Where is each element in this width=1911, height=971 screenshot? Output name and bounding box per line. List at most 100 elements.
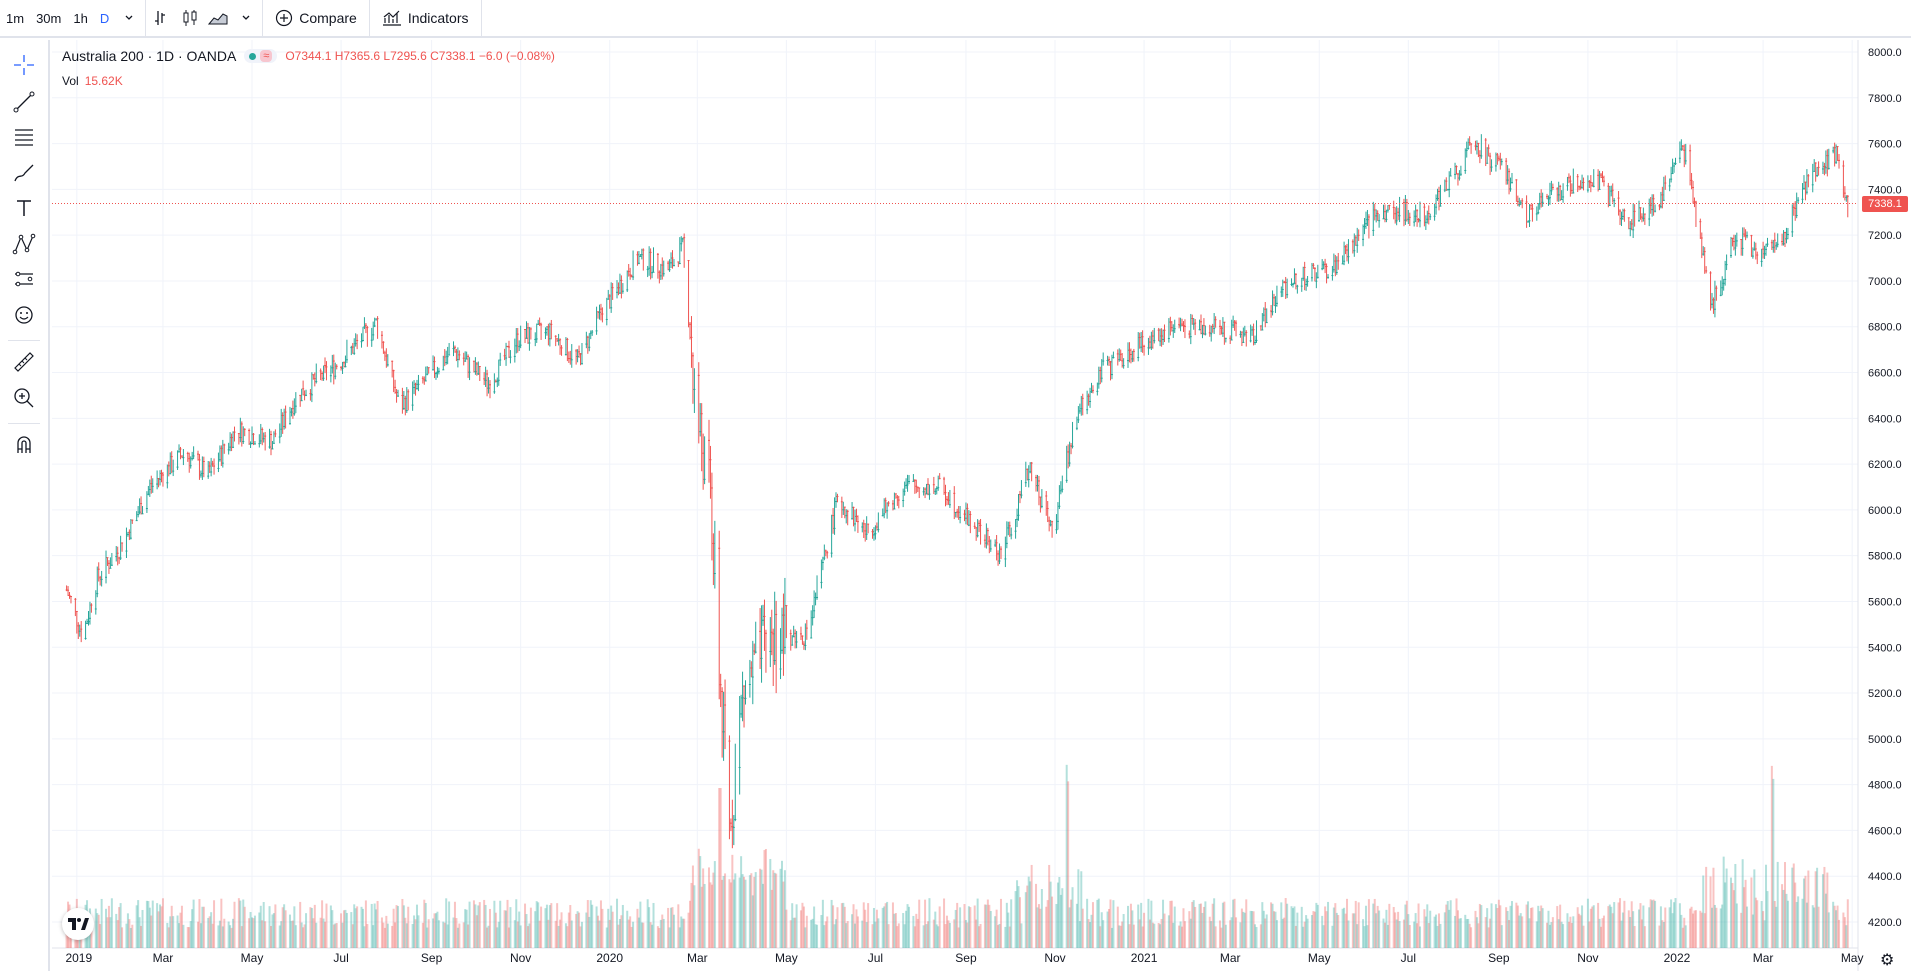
ruler-icon[interactable] [8, 347, 40, 377]
volume-bar [642, 922, 645, 948]
prediction-icon[interactable] [8, 264, 40, 294]
chart-type-chevron-down-icon[interactable] [232, 0, 260, 37]
candles-chart-icon[interactable] [176, 0, 204, 37]
indicators-label: Indicators [407, 10, 469, 26]
volume-bar [1494, 904, 1497, 948]
volume-legend: Vol 15.62K [62, 74, 123, 88]
volume-bar [443, 922, 446, 948]
y-tick-label: 6800.0 [1868, 322, 1902, 334]
emoji-icon[interactable] [8, 300, 40, 330]
volume-bar [874, 921, 877, 948]
volume-bar [689, 900, 692, 948]
volume-bar [375, 909, 378, 948]
volume-bar [1807, 870, 1810, 948]
volume-bar [421, 922, 424, 948]
magnet-icon[interactable] [8, 430, 40, 460]
interval-d[interactable]: D [99, 10, 110, 26]
volume-bar [1181, 926, 1184, 948]
interval-30m[interactable]: 30m [36, 10, 62, 26]
volume-bar [1721, 904, 1724, 948]
volume-bar [989, 911, 992, 948]
volume-bar [294, 925, 297, 948]
volume-bar [1004, 926, 1007, 948]
volume-bar [772, 870, 775, 948]
volume-bar [1300, 906, 1303, 948]
volume-bar [690, 882, 693, 948]
volume-bar [789, 920, 792, 948]
x-tick-label: Jul [868, 951, 883, 965]
volume-bar [916, 918, 919, 948]
volume-bar [109, 917, 112, 948]
volume-bar [1192, 900, 1195, 948]
area-chart-icon[interactable] [204, 0, 232, 37]
volume-bar [383, 927, 386, 948]
zoom-icon[interactable] [8, 383, 40, 413]
market-status-badge[interactable]: ≈ [244, 49, 278, 63]
tradingview-logo-icon[interactable] [62, 908, 94, 940]
fib-icon[interactable] [8, 122, 40, 152]
volume-bar [1627, 910, 1630, 948]
volume-bar [1404, 904, 1407, 948]
symbol-title[interactable]: Australia 200 · 1D · OANDA [62, 48, 237, 64]
volume-bar [453, 901, 456, 948]
volume-bar [1129, 903, 1132, 948]
volume-bar [1813, 907, 1816, 948]
volume-bar [1341, 908, 1344, 948]
volume-bar [1433, 916, 1436, 948]
volume-bar [1795, 902, 1798, 948]
volume-bar [1008, 926, 1011, 948]
volume-bar [1826, 872, 1829, 948]
volume-bar [1402, 919, 1405, 948]
volume-bar [201, 906, 204, 948]
volume-bar [1576, 907, 1579, 948]
volume-bar [426, 927, 429, 948]
indicators-button[interactable]: Indicators [372, 0, 479, 37]
volume-bar [1290, 906, 1293, 948]
volume-bar [1712, 867, 1715, 948]
chart-settings-gear-icon[interactable]: ⚙ [1880, 952, 1895, 969]
volume-bar [998, 923, 1001, 948]
text-icon[interactable] [8, 193, 40, 223]
volume-bar [385, 915, 388, 948]
volume-bar [341, 922, 344, 948]
volume-bar [1715, 907, 1718, 948]
volume-bar [472, 900, 475, 948]
volume-bar [1270, 902, 1273, 948]
volume-bar [1049, 881, 1052, 948]
volume-bar [1090, 914, 1093, 948]
bars-chart-icon[interactable] [148, 0, 176, 37]
volume-bar [386, 923, 389, 948]
volume-bar [1398, 921, 1401, 948]
volume-bar [1132, 924, 1135, 948]
volume-bar [180, 905, 183, 948]
volume-bar [191, 909, 194, 948]
trend-line-icon[interactable] [8, 87, 40, 117]
volume-bar [548, 905, 551, 948]
volume-bar [196, 921, 199, 948]
volume-bar [1055, 904, 1058, 948]
volume-bar [269, 925, 272, 948]
interval-dropdown-chevron-down-icon[interactable] [115, 0, 143, 37]
volume-bar [656, 926, 659, 948]
volume-bar [519, 925, 522, 948]
volume-bar [1661, 920, 1664, 948]
compare-button[interactable]: Compare [265, 0, 367, 37]
interval-1h[interactable]: 1h [73, 10, 88, 26]
volume-bar [94, 908, 97, 948]
x-tick-label: Nov [1044, 951, 1065, 965]
interval-1m[interactable]: 1m [6, 10, 25, 26]
volume-bar [835, 919, 838, 948]
volume-bar [648, 907, 651, 948]
brush-icon[interactable] [8, 158, 40, 188]
volume-bar [1356, 924, 1359, 948]
volume-bar [423, 899, 426, 948]
pattern-icon[interactable] [8, 229, 40, 259]
volume-bar [1419, 926, 1422, 948]
volume-bar [506, 899, 509, 948]
volume-bar [1353, 913, 1356, 948]
volume-bar [1617, 902, 1620, 948]
crosshair-icon[interactable] [8, 50, 40, 80]
y-tick-label: 7800.0 [1868, 93, 1902, 105]
volume-bar [1741, 859, 1744, 948]
